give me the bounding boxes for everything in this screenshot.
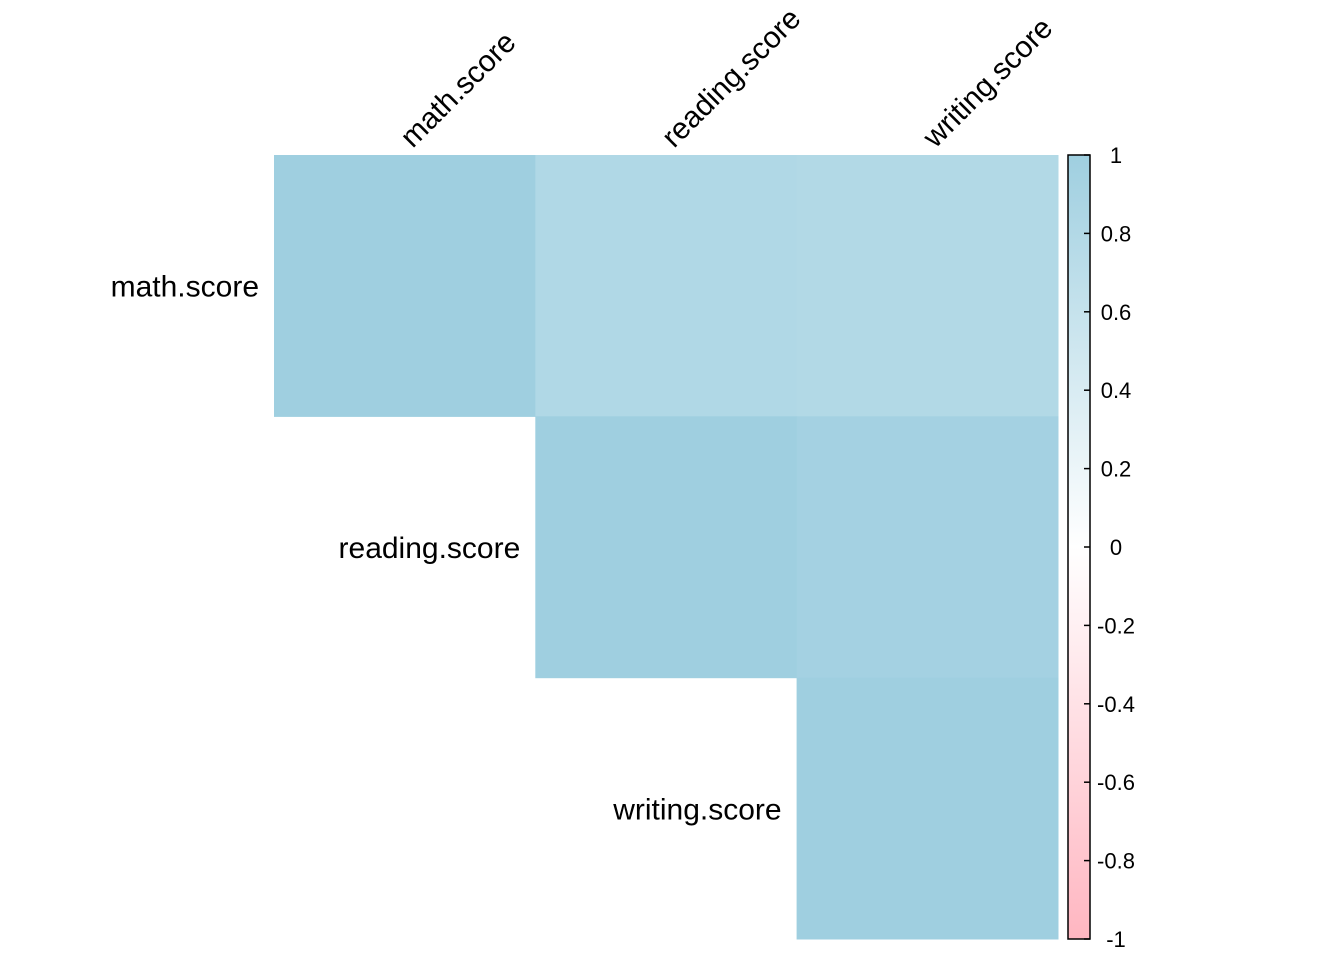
colorbar-tick-label: -0.8 xyxy=(1097,849,1135,874)
column-label-math.score: math.score xyxy=(394,26,522,154)
heatmap-cell-writing.score-writing.score xyxy=(796,677,1059,940)
colorbar-tick-label: 0.8 xyxy=(1101,221,1132,246)
row-labels: math.score reading.score writing.score xyxy=(111,271,782,827)
colorbar-tick-label: 0.2 xyxy=(1101,457,1132,482)
colorbar-tick-label: 0.6 xyxy=(1101,300,1132,325)
colorbar-tick-label: 1 xyxy=(1110,143,1122,168)
heatmap-cells xyxy=(274,155,1059,940)
column-label-reading.score: reading.score xyxy=(656,2,808,154)
colorbar-tick-label: 0 xyxy=(1110,535,1122,560)
column-label-writing.score: writing.score xyxy=(916,12,1059,155)
row-label-reading.score: reading.score xyxy=(339,532,521,565)
heatmap-cell-math.score-reading.score xyxy=(535,155,798,417)
heatmap-cell-math.score-writing.score xyxy=(796,155,1059,417)
colorbar-tick-label: -0.2 xyxy=(1097,613,1135,638)
colorbar-tick-label: -0.6 xyxy=(1097,770,1135,795)
column-labels: math.score reading.score writing.score xyxy=(394,2,1059,155)
colorbar-tick-label: -1 xyxy=(1106,927,1126,952)
row-label-writing.score: writing.score xyxy=(612,793,781,826)
colorbar-tick-label: -0.4 xyxy=(1097,692,1135,717)
heatmap-cell-reading.score-writing.score xyxy=(796,416,1059,679)
row-label-math.score: math.score xyxy=(111,271,259,304)
colorbar: 1 0.8 0.6 0.4 0.2 0 -0.2 -0.4 -0.6 -0.8 -1 xyxy=(1067,143,1135,952)
heatmap-cell-reading.score-reading.score xyxy=(535,416,798,679)
colorbar-tick-label: 0.4 xyxy=(1101,378,1132,403)
heatmap-cell-math.score-math.score xyxy=(274,155,536,417)
